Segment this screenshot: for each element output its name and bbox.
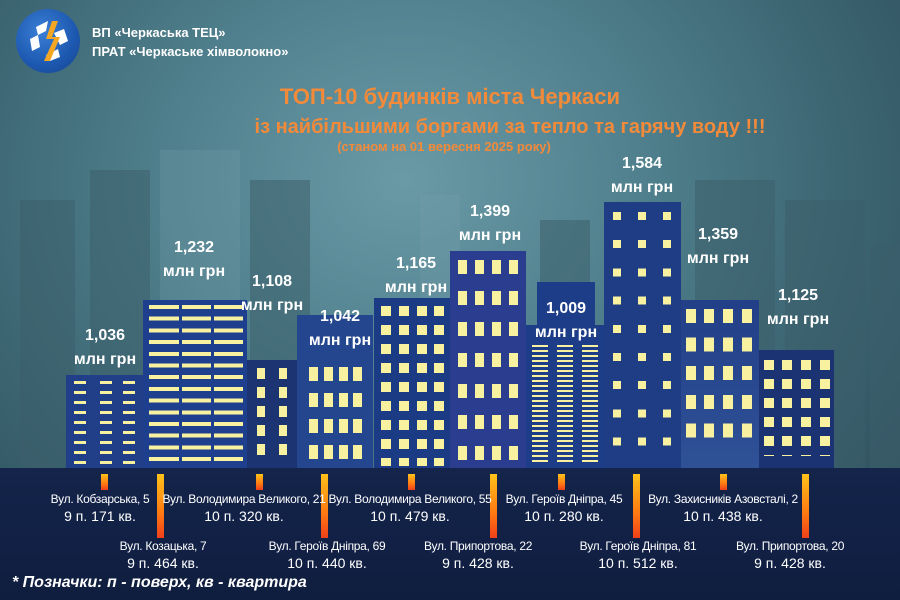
value-label-10: 1,125 млн грн: [748, 284, 848, 332]
building-bar-4: [297, 315, 373, 468]
address-label-4: Вул. Героїв Дніпра, 69 10 п. 440 кв.: [269, 538, 386, 572]
details: 9 п. 428 кв.: [754, 555, 826, 571]
address: Вул. Захисників Азовсталі, 2: [648, 492, 798, 506]
address: Вул. Героїв Дніпра, 69: [268, 539, 386, 553]
details: 10 п. 479 кв.: [370, 508, 450, 524]
value-label-8: 1,584 млн грн: [592, 152, 692, 200]
building-bar-6: [450, 251, 526, 468]
org-name-1: ВП «Черкаська ТЕЦ»: [92, 25, 226, 40]
value-amount: 1,108: [251, 273, 293, 290]
value-unit: млн грн: [610, 179, 674, 196]
marker-2: [157, 474, 164, 538]
value-amount: 1,399: [469, 203, 511, 220]
bg-skyline: [20, 200, 75, 470]
building-bar-10: [759, 350, 834, 468]
value-amount: 1,042: [319, 308, 361, 325]
address-label-10: Вул. Припортова, 20 9 п. 428 кв.: [736, 538, 844, 572]
value-unit: млн грн: [686, 250, 750, 267]
building-bar-2: [143, 300, 247, 468]
footnote: * Позначки: п - поверх, кв - квартира: [12, 574, 307, 591]
building-bar-8: [604, 202, 681, 468]
value-unit: млн грн: [308, 332, 372, 349]
building-bar-7: [526, 282, 604, 468]
details: 9 п. 464 кв.: [127, 555, 199, 571]
address-label-6: Вул. Припортова, 22 9 п. 428 кв.: [424, 538, 532, 572]
building-bar-1: [66, 375, 143, 468]
details: 9 п. 428 кв.: [442, 555, 514, 571]
value-unit: млн грн: [384, 279, 448, 296]
organization-names: ВП «Черкаська ТЕЦ» ПРАТ «Черкаське хімво…: [92, 23, 288, 61]
value-label-3: 1,108 млн грн: [222, 270, 322, 318]
details: 10 п. 280 кв.: [524, 508, 604, 524]
marker-9: [720, 474, 727, 490]
value-amount: 1,232: [173, 239, 215, 256]
marker-7: [558, 474, 565, 490]
marker-8: [633, 474, 640, 538]
address-label-5: Вул. Володимира Великого, 55 10 п. 479 к…: [328, 491, 491, 525]
value-label-2: 1,232 млн грн: [144, 236, 244, 284]
value-label-5: 1,165 млн грн: [366, 252, 466, 300]
company-logo: [16, 9, 80, 73]
marker-10: [802, 474, 809, 538]
building-bar-5: [374, 298, 450, 468]
address-label-8: Вул. Героїв Дніпра, 81 10 п. 512 кв.: [580, 538, 697, 572]
value-label-4: 1,042 млн грн: [290, 305, 390, 353]
details: 10 п. 438 кв.: [683, 508, 763, 524]
building-bar-9: [681, 300, 759, 468]
marker-1: [101, 474, 108, 490]
value-unit: млн грн: [240, 297, 304, 314]
value-amount: 1,165: [395, 255, 437, 272]
address: Вул. Припортова, 22: [423, 539, 533, 553]
chart-subtitle: із найбільшими боргами за тепло та гаряч…: [254, 116, 766, 138]
value-unit: млн грн: [162, 263, 226, 280]
building-bar-3: [247, 360, 297, 468]
details: 10 п. 440 кв.: [287, 555, 367, 571]
lightning-hexagon-logo-icon: [30, 21, 68, 61]
marker-5: [408, 474, 415, 490]
address: Вул. Кобзарська, 5: [50, 492, 150, 506]
address: Вул. Героїв Дніпра, 81: [579, 539, 697, 553]
address-label-3: Вул. Володимира Великого, 21 10 п. 320 к…: [162, 491, 325, 525]
value-label-1: 1,036 млн грн: [55, 324, 155, 372]
value-unit: млн грн: [766, 311, 830, 328]
address: Вул. Припортова, 20: [735, 539, 845, 553]
address-label-9: Вул. Захисників Азовсталі, 2 10 п. 438 к…: [648, 491, 798, 525]
value-label-6: 1,399 млн грн: [440, 200, 540, 248]
chart-date: (станом на 01 вересня 2025 року): [337, 139, 551, 154]
address: Вул. Козацька, 7: [119, 539, 207, 553]
value-amount: 1,036: [84, 327, 126, 344]
value-label-9: 1,359 млн грн: [668, 223, 768, 271]
ground-band: [0, 468, 900, 600]
value-unit: млн грн: [73, 351, 137, 368]
value-amount: 1,359: [697, 226, 739, 243]
marker-6: [490, 474, 497, 538]
org-name-2: ПРАТ «Черкаське хімволокно»: [92, 44, 289, 59]
address: Вул. Володимира Великого, 21: [162, 492, 326, 506]
address-label-1: Вул. Кобзарська, 5 9 п. 171 кв.: [51, 491, 150, 525]
address: Вул. Володимира Великого, 55: [328, 492, 492, 506]
details: 10 п. 512 кв.: [598, 555, 678, 571]
value-amount: 1,584: [621, 155, 663, 172]
address-label-7: Вул. Героїв Дніпра, 45 10 п. 280 кв.: [506, 491, 623, 525]
bg-skyline: [870, 245, 900, 470]
details: 9 п. 171 кв.: [64, 508, 136, 524]
value-amount: 1,009: [545, 300, 587, 317]
details: 10 п. 320 кв.: [204, 508, 284, 524]
value-amount: 1,125: [777, 287, 819, 304]
address-label-2: Вул. Козацька, 7 9 п. 464 кв.: [120, 538, 207, 572]
address: Вул. Героїв Дніпра, 45: [505, 492, 623, 506]
chart-title: ТОП-10 будинків міста Черкаси: [279, 84, 621, 109]
value-unit: млн грн: [534, 324, 598, 341]
marker-4: [321, 474, 328, 538]
marker-3: [256, 474, 263, 490]
value-label-7: 1,009 млн грн: [516, 297, 616, 345]
value-unit: млн грн: [458, 227, 522, 244]
